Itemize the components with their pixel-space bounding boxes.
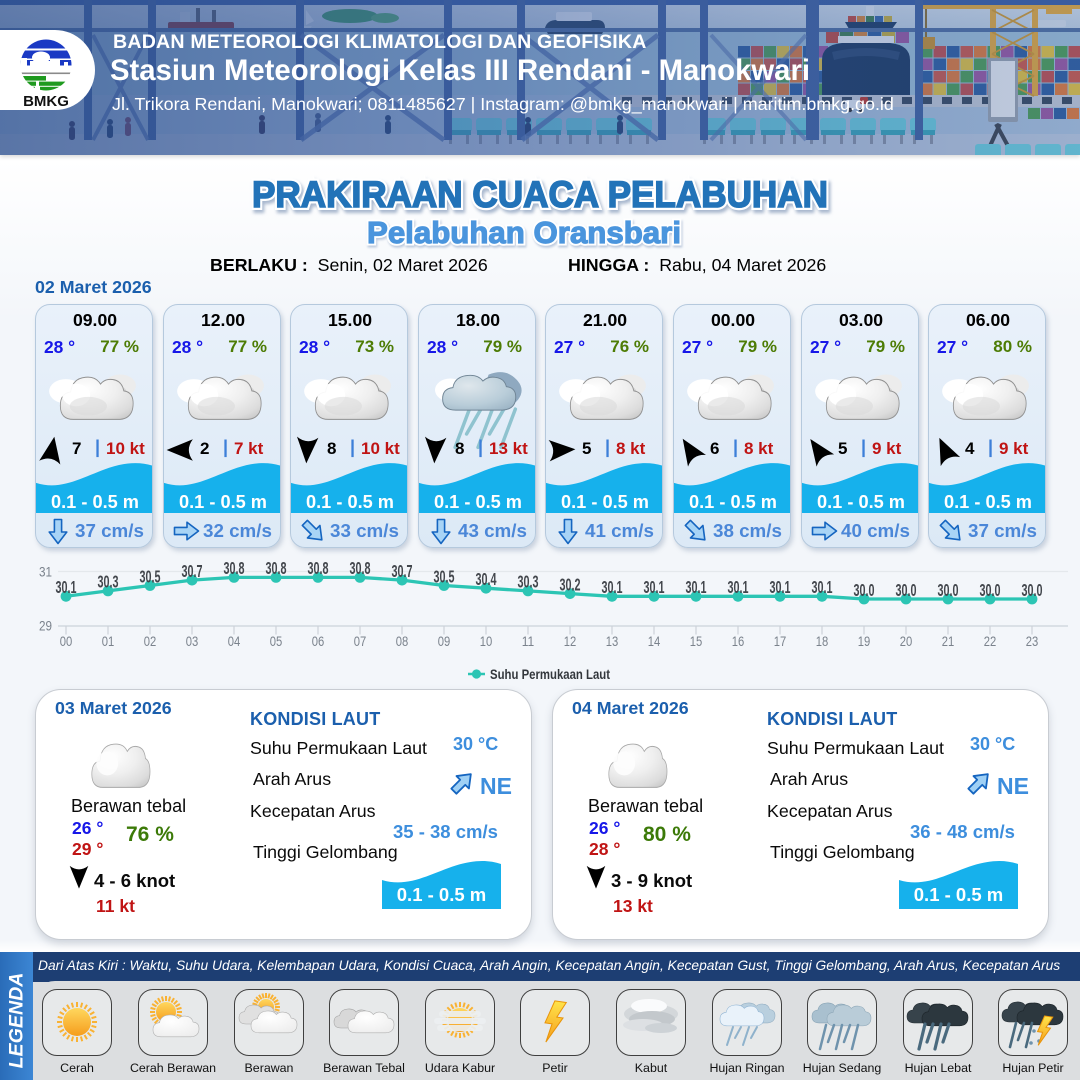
svg-text:0.1 - 0.5 m: 0.1 - 0.5 m (689, 492, 777, 512)
svg-text:30.8: 30.8 (350, 558, 371, 578)
svg-text:23: 23 (1026, 633, 1039, 649)
svg-text:18: 18 (816, 633, 829, 649)
svg-text:30.1: 30.1 (812, 577, 833, 597)
svg-text:11: 11 (522, 633, 535, 649)
svg-text:17: 17 (774, 633, 787, 649)
svg-text:Suhu Permukaan Laut: Suhu Permukaan Laut (490, 667, 610, 682)
svg-text:00: 00 (60, 633, 73, 649)
svg-text:30.0: 30.0 (896, 580, 917, 600)
svg-text:06: 06 (312, 633, 325, 649)
svg-text:10: 10 (480, 633, 493, 649)
svg-text:30.8: 30.8 (266, 558, 287, 578)
svg-text:20: 20 (900, 633, 913, 649)
svg-text:0.1 - 0.5 m: 0.1 - 0.5 m (51, 492, 139, 512)
svg-text:0.1 - 0.5 m: 0.1 - 0.5 m (817, 492, 905, 512)
svg-text:02: 02 (144, 633, 157, 649)
svg-text:Pelabuhan Oransbari: Pelabuhan Oransbari (367, 215, 681, 250)
svg-text:29: 29 (39, 618, 52, 634)
svg-text:PRAKIRAAN CUACA PELABUHAN: PRAKIRAAN CUACA PELABUHAN (252, 174, 828, 215)
svg-text:03: 03 (186, 633, 199, 649)
svg-text:16: 16 (732, 633, 745, 649)
svg-text:05: 05 (270, 633, 283, 649)
svg-text:04: 04 (228, 633, 241, 649)
svg-text:0.1 - 0.5 m: 0.1 - 0.5 m (434, 492, 522, 512)
svg-text:31: 31 (39, 564, 52, 580)
svg-text:30.3: 30.3 (518, 572, 539, 592)
svg-text:22: 22 (984, 633, 997, 649)
svg-text:0.1 - 0.5 m: 0.1 - 0.5 m (944, 492, 1032, 512)
svg-text:0.1 - 0.5 m: 0.1 - 0.5 m (306, 492, 394, 512)
svg-text:30.3: 30.3 (98, 572, 119, 592)
svg-text:09: 09 (438, 633, 451, 649)
svg-text:13: 13 (606, 633, 619, 649)
svg-text:0.1 - 0.5 m: 0.1 - 0.5 m (914, 884, 1003, 905)
svg-text:0.1 - 0.5 m: 0.1 - 0.5 m (397, 884, 486, 905)
svg-text:21: 21 (942, 633, 955, 649)
svg-text:07: 07 (354, 633, 367, 649)
svg-text:30.2: 30.2 (560, 574, 581, 594)
svg-text:14: 14 (648, 633, 661, 649)
svg-text:30.7: 30.7 (182, 561, 203, 581)
svg-text:BMKG: BMKG (23, 93, 69, 110)
svg-text:30.4: 30.4 (476, 569, 497, 589)
svg-text:30.1: 30.1 (602, 577, 623, 597)
svg-text:30.5: 30.5 (434, 566, 455, 586)
svg-text:30.1: 30.1 (56, 577, 77, 597)
svg-text:30.8: 30.8 (308, 558, 329, 578)
svg-text:30.1: 30.1 (728, 577, 749, 597)
svg-text:15: 15 (690, 633, 703, 649)
svg-text:30.1: 30.1 (644, 577, 665, 597)
svg-text:30.0: 30.0 (854, 580, 875, 600)
svg-text:30.1: 30.1 (686, 577, 707, 597)
svg-text:12: 12 (564, 633, 577, 649)
svg-text:19: 19 (858, 633, 871, 649)
svg-text:30.7: 30.7 (392, 561, 413, 581)
svg-text:30.5: 30.5 (140, 566, 161, 586)
svg-text:30.1: 30.1 (770, 577, 791, 597)
svg-text:08: 08 (396, 633, 409, 649)
svg-text:30.0: 30.0 (938, 580, 959, 600)
svg-text:30.0: 30.0 (980, 580, 1001, 600)
svg-text:30.8: 30.8 (224, 558, 245, 578)
svg-text:0.1 - 0.5 m: 0.1 - 0.5 m (179, 492, 267, 512)
svg-text:01: 01 (102, 633, 115, 649)
svg-text:30.0: 30.0 (1022, 580, 1043, 600)
svg-text:0.1 - 0.5 m: 0.1 - 0.5 m (561, 492, 649, 512)
